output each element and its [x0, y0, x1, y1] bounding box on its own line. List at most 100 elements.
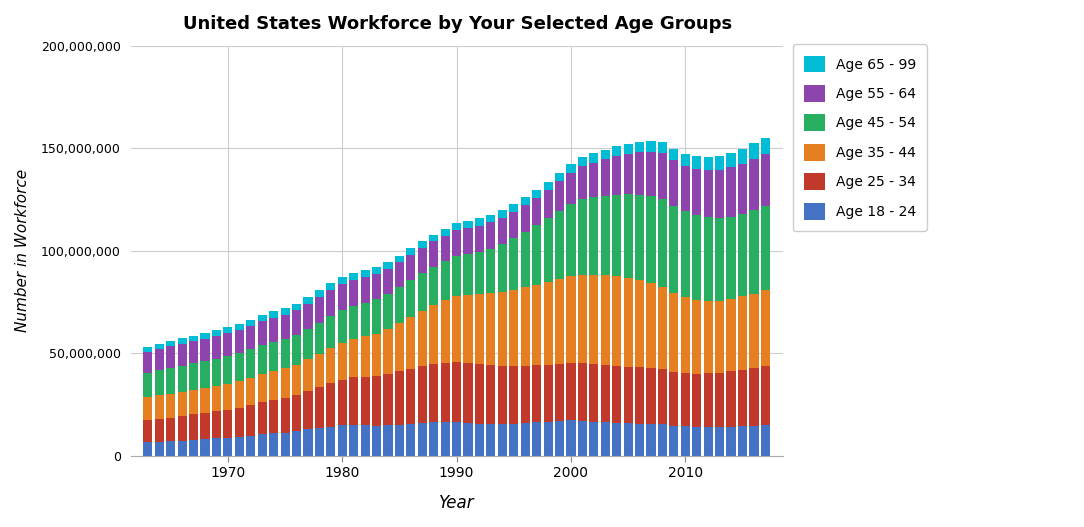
Bar — [612, 194, 621, 276]
Bar — [417, 241, 427, 248]
Bar — [429, 241, 438, 267]
Text: United States Workforce by Your Selected Age Groups: United States Workforce by Your Selected… — [183, 15, 732, 33]
Bar — [292, 431, 301, 456]
Bar — [532, 285, 541, 366]
Bar — [292, 304, 301, 310]
Bar — [201, 361, 209, 388]
Bar — [372, 376, 382, 426]
Bar — [178, 416, 186, 441]
Bar — [590, 364, 598, 422]
Bar — [314, 297, 324, 323]
Bar — [612, 366, 621, 423]
Bar — [384, 329, 392, 374]
Bar — [338, 379, 347, 425]
Bar — [452, 230, 461, 256]
Bar — [693, 169, 701, 215]
Bar — [326, 284, 335, 290]
Bar — [281, 368, 289, 398]
Bar — [429, 423, 438, 456]
Bar — [372, 426, 382, 456]
Bar — [761, 366, 770, 425]
Bar — [440, 363, 450, 422]
Bar — [601, 159, 610, 196]
Bar — [498, 244, 507, 292]
Bar — [612, 146, 621, 156]
Bar — [395, 425, 404, 456]
Bar — [658, 287, 667, 369]
Bar — [555, 421, 564, 456]
Bar — [761, 290, 770, 366]
Bar — [704, 427, 713, 456]
Bar — [749, 143, 759, 159]
Bar — [178, 366, 186, 392]
Bar — [314, 323, 324, 354]
Bar — [235, 408, 244, 437]
Bar — [681, 166, 689, 211]
Bar — [406, 424, 415, 456]
Bar — [281, 433, 289, 456]
Bar — [189, 363, 198, 389]
Bar — [715, 156, 724, 170]
Bar — [143, 420, 153, 442]
Bar — [246, 349, 256, 377]
Bar — [189, 440, 198, 456]
Bar — [532, 423, 541, 456]
Bar — [749, 368, 759, 426]
Bar — [155, 418, 164, 442]
Bar — [669, 149, 679, 160]
Bar — [361, 425, 370, 456]
Bar — [487, 366, 495, 424]
Bar — [166, 417, 176, 441]
Bar — [235, 329, 244, 353]
Bar — [166, 346, 176, 368]
Bar — [475, 252, 485, 294]
Bar — [326, 426, 335, 456]
Bar — [326, 290, 335, 316]
Bar — [498, 292, 507, 366]
Bar — [384, 262, 392, 269]
Bar — [372, 274, 382, 299]
Bar — [223, 333, 232, 356]
Bar — [178, 441, 186, 456]
Bar — [361, 270, 370, 277]
Bar — [223, 384, 232, 410]
Bar — [715, 373, 724, 427]
Bar — [304, 391, 312, 430]
Bar — [246, 320, 256, 326]
Bar — [623, 423, 633, 456]
Bar — [475, 365, 485, 424]
Bar — [704, 217, 713, 301]
Bar — [738, 426, 747, 456]
Bar — [635, 367, 644, 424]
Bar — [567, 204, 576, 276]
Bar — [693, 157, 701, 169]
Bar — [246, 436, 256, 456]
Bar — [201, 333, 209, 339]
Bar — [361, 277, 370, 302]
Bar — [749, 426, 759, 456]
Bar — [567, 164, 576, 173]
Bar — [269, 399, 279, 433]
Bar — [601, 423, 610, 456]
Bar — [417, 366, 427, 423]
Bar — [143, 442, 153, 456]
Bar — [612, 423, 621, 456]
Bar — [372, 267, 382, 274]
Bar — [258, 315, 267, 321]
Bar — [201, 413, 209, 440]
Bar — [658, 369, 667, 424]
Bar — [143, 352, 153, 373]
Bar — [292, 395, 301, 431]
Bar — [578, 363, 586, 421]
Bar — [681, 426, 689, 456]
Bar — [326, 348, 335, 383]
Bar — [693, 215, 701, 300]
Bar — [429, 305, 438, 364]
Bar — [235, 437, 244, 456]
Bar — [693, 426, 701, 456]
Bar — [166, 441, 176, 456]
Bar — [601, 150, 610, 159]
Bar — [314, 354, 324, 387]
Bar — [223, 438, 232, 456]
Bar — [452, 422, 461, 456]
